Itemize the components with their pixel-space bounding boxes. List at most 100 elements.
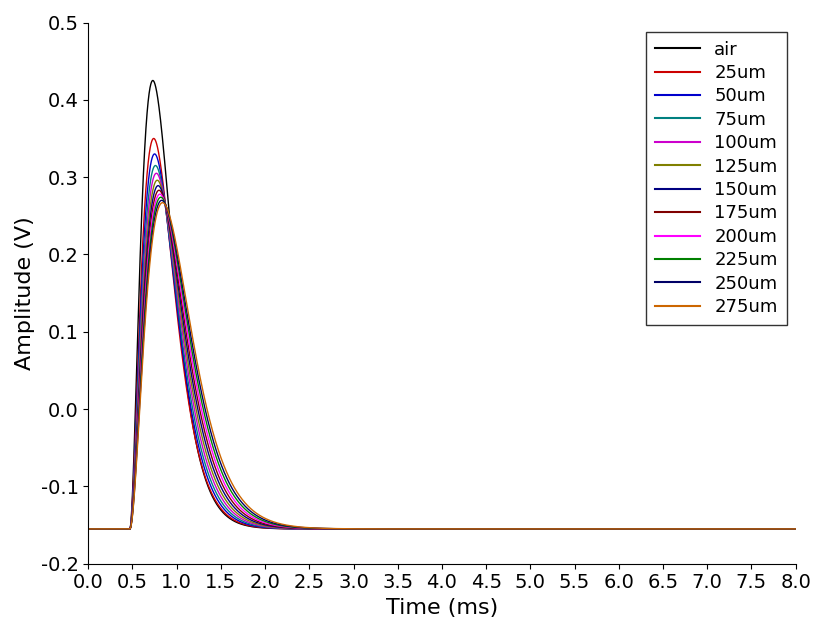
125um bbox=[152, 177, 162, 184]
200um bbox=[502, 525, 512, 533]
Line: 225um: 225um bbox=[88, 197, 795, 529]
100um bbox=[83, 525, 93, 533]
75um bbox=[533, 525, 543, 533]
200um bbox=[645, 525, 655, 533]
175um bbox=[154, 187, 164, 194]
air bbox=[119, 525, 129, 533]
225um bbox=[156, 194, 166, 201]
225um bbox=[502, 525, 512, 533]
X-axis label: Time (ms): Time (ms) bbox=[386, 598, 498, 618]
Legend: air, 25um, 50um, 75um, 100um, 125um, 150um, 175um, 200um, 225um, 250um, 275um: air, 25um, 50um, 75um, 100um, 125um, 150… bbox=[646, 32, 786, 325]
25um bbox=[339, 525, 349, 533]
Line: 150um: 150um bbox=[88, 185, 795, 529]
75um bbox=[83, 525, 93, 533]
25um bbox=[119, 525, 129, 533]
25um bbox=[645, 525, 655, 533]
275um bbox=[533, 525, 543, 533]
Line: 50um: 50um bbox=[88, 154, 795, 529]
175um bbox=[790, 525, 800, 533]
250um bbox=[83, 525, 93, 533]
225um bbox=[608, 525, 618, 533]
75um bbox=[502, 525, 512, 533]
150um bbox=[502, 525, 512, 533]
Line: 125um: 125um bbox=[88, 180, 795, 529]
250um bbox=[502, 525, 512, 533]
125um bbox=[119, 525, 129, 533]
225um bbox=[119, 525, 129, 533]
75um bbox=[645, 525, 655, 533]
200um bbox=[533, 525, 543, 533]
150um bbox=[645, 525, 655, 533]
225um bbox=[645, 525, 655, 533]
25um bbox=[502, 525, 512, 533]
150um bbox=[153, 182, 163, 189]
275um bbox=[502, 525, 512, 533]
50um bbox=[119, 525, 129, 533]
air bbox=[83, 525, 93, 533]
100um bbox=[339, 525, 349, 533]
250um bbox=[119, 525, 129, 533]
Line: 250um: 250um bbox=[88, 200, 795, 529]
175um bbox=[645, 525, 655, 533]
275um bbox=[339, 525, 349, 532]
air bbox=[790, 525, 800, 533]
250um bbox=[790, 525, 800, 533]
25um bbox=[790, 525, 800, 533]
150um bbox=[608, 525, 618, 533]
50um bbox=[502, 525, 512, 533]
225um bbox=[533, 525, 543, 533]
200um bbox=[155, 191, 165, 198]
175um bbox=[83, 525, 93, 533]
75um bbox=[790, 525, 800, 533]
25um bbox=[533, 525, 543, 533]
100um bbox=[645, 525, 655, 533]
25um bbox=[83, 525, 93, 533]
air bbox=[533, 525, 543, 533]
175um bbox=[119, 525, 129, 533]
Line: 175um: 175um bbox=[88, 191, 795, 529]
125um bbox=[645, 525, 655, 533]
125um bbox=[533, 525, 543, 533]
air bbox=[148, 77, 158, 84]
50um bbox=[645, 525, 655, 533]
50um bbox=[790, 525, 800, 533]
175um bbox=[533, 525, 543, 533]
50um bbox=[339, 525, 349, 533]
75um bbox=[608, 525, 618, 533]
75um bbox=[119, 525, 129, 533]
250um bbox=[157, 196, 167, 204]
air bbox=[608, 525, 618, 533]
250um bbox=[533, 525, 543, 533]
275um bbox=[790, 525, 800, 533]
175um bbox=[608, 525, 618, 533]
250um bbox=[608, 525, 618, 533]
125um bbox=[790, 525, 800, 533]
175um bbox=[502, 525, 512, 533]
Line: 75um: 75um bbox=[88, 166, 795, 529]
50um bbox=[83, 525, 93, 533]
50um bbox=[150, 150, 159, 158]
50um bbox=[533, 525, 543, 533]
Line: air: air bbox=[88, 80, 795, 529]
150um bbox=[83, 525, 93, 533]
200um bbox=[339, 525, 349, 532]
150um bbox=[119, 525, 129, 533]
air bbox=[645, 525, 655, 533]
225um bbox=[790, 525, 800, 533]
Line: 275um: 275um bbox=[88, 203, 795, 529]
100um bbox=[151, 170, 161, 177]
25um bbox=[149, 135, 159, 142]
Line: 25um: 25um bbox=[88, 139, 795, 529]
175um bbox=[339, 525, 349, 533]
100um bbox=[533, 525, 543, 533]
225um bbox=[339, 525, 349, 532]
75um bbox=[339, 525, 349, 533]
275um bbox=[119, 525, 129, 533]
100um bbox=[608, 525, 618, 533]
125um bbox=[608, 525, 618, 533]
200um bbox=[608, 525, 618, 533]
275um bbox=[83, 525, 93, 533]
75um bbox=[150, 162, 160, 170]
250um bbox=[339, 525, 349, 532]
125um bbox=[339, 525, 349, 533]
